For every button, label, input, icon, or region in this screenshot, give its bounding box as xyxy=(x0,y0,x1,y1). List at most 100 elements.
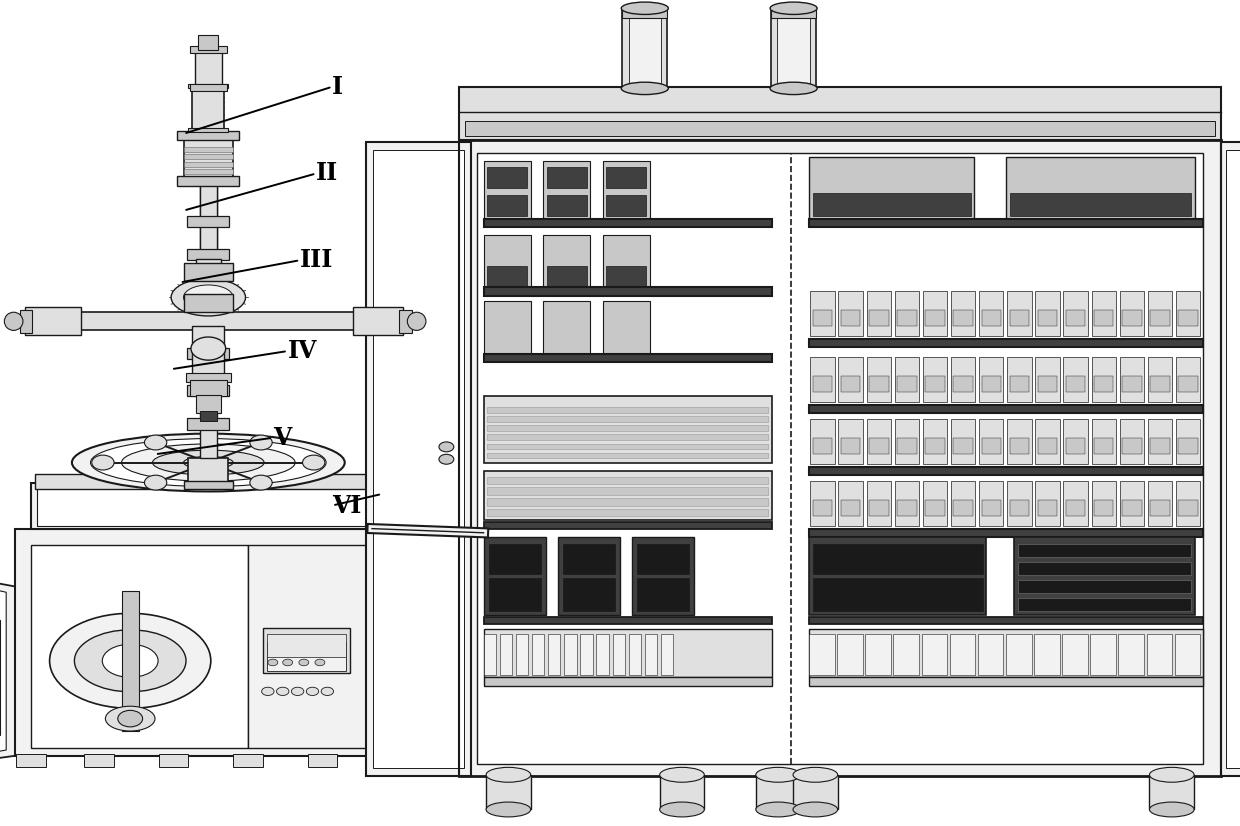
Bar xyxy=(459,87,1221,140)
Bar xyxy=(603,301,650,355)
Bar xyxy=(399,310,412,333)
Bar xyxy=(925,310,945,326)
Bar xyxy=(954,500,973,516)
Bar xyxy=(500,634,512,675)
Bar xyxy=(487,195,527,216)
Bar xyxy=(810,405,1203,413)
Bar xyxy=(487,453,769,458)
Ellipse shape xyxy=(486,767,531,782)
Bar xyxy=(980,291,1003,336)
Bar xyxy=(1006,634,1032,675)
Bar xyxy=(1178,310,1198,326)
Bar xyxy=(810,677,1203,686)
Bar xyxy=(794,775,838,809)
Bar xyxy=(1007,419,1032,464)
Bar xyxy=(84,754,114,767)
Bar xyxy=(1035,419,1060,464)
Bar xyxy=(484,396,773,463)
Ellipse shape xyxy=(72,434,345,491)
Bar xyxy=(810,157,975,219)
Bar xyxy=(771,8,816,18)
Bar xyxy=(267,642,346,671)
Bar xyxy=(603,235,650,289)
Bar xyxy=(122,591,139,731)
Bar xyxy=(951,291,976,336)
Bar xyxy=(980,357,1003,402)
Bar xyxy=(187,216,229,227)
Bar xyxy=(487,444,769,449)
Bar xyxy=(895,357,919,402)
Bar xyxy=(637,578,689,611)
Bar xyxy=(308,754,337,767)
Bar xyxy=(1094,376,1114,392)
Bar xyxy=(950,634,976,675)
Bar xyxy=(978,634,1003,675)
Bar xyxy=(465,121,1215,136)
Text: II: II xyxy=(316,161,339,186)
Bar xyxy=(898,310,916,326)
Circle shape xyxy=(303,455,325,470)
Bar xyxy=(923,481,947,526)
Bar xyxy=(1118,634,1145,675)
Bar xyxy=(1018,598,1192,611)
Bar xyxy=(606,167,646,188)
Bar xyxy=(1178,438,1198,454)
Ellipse shape xyxy=(660,767,704,782)
Bar xyxy=(1174,634,1200,675)
Ellipse shape xyxy=(50,613,211,708)
Bar xyxy=(810,537,986,615)
Bar xyxy=(867,481,892,526)
Bar xyxy=(35,474,379,489)
Ellipse shape xyxy=(794,767,838,782)
Bar xyxy=(580,634,593,675)
Text: V: V xyxy=(273,425,291,450)
Circle shape xyxy=(118,710,143,727)
Bar xyxy=(184,154,233,159)
Polygon shape xyxy=(0,577,6,763)
Bar xyxy=(1091,419,1116,464)
Bar xyxy=(1066,376,1085,392)
Bar xyxy=(660,775,704,809)
Bar xyxy=(811,357,835,402)
Bar xyxy=(1122,500,1142,516)
Bar xyxy=(866,634,892,675)
Bar xyxy=(894,634,919,675)
Bar xyxy=(184,481,233,489)
Circle shape xyxy=(250,475,273,490)
Bar xyxy=(184,162,233,167)
Bar xyxy=(629,17,661,83)
Ellipse shape xyxy=(621,2,668,15)
Bar xyxy=(366,142,471,776)
Bar xyxy=(1066,310,1085,326)
Bar xyxy=(1009,438,1029,454)
Ellipse shape xyxy=(486,802,531,817)
Ellipse shape xyxy=(756,767,801,782)
Bar xyxy=(925,500,945,516)
Bar xyxy=(477,153,1203,764)
Bar xyxy=(980,481,1003,526)
Bar xyxy=(200,184,217,263)
Ellipse shape xyxy=(770,2,817,15)
Bar xyxy=(20,310,32,333)
Ellipse shape xyxy=(122,444,295,481)
Bar xyxy=(954,438,973,454)
Bar xyxy=(177,131,239,140)
Bar xyxy=(1009,310,1029,326)
Bar xyxy=(373,150,464,768)
Bar xyxy=(190,84,227,91)
Circle shape xyxy=(277,687,289,695)
Bar xyxy=(1066,500,1085,516)
Bar xyxy=(487,509,769,516)
Bar xyxy=(487,425,769,431)
Bar xyxy=(980,419,1003,464)
Bar xyxy=(777,17,810,83)
Bar xyxy=(184,177,233,182)
Bar xyxy=(1007,291,1032,336)
Bar xyxy=(1149,775,1194,809)
Bar xyxy=(200,182,217,458)
Bar xyxy=(484,354,773,362)
Circle shape xyxy=(250,435,273,450)
Bar xyxy=(184,147,233,152)
Bar xyxy=(813,438,832,454)
Bar xyxy=(1064,291,1087,336)
